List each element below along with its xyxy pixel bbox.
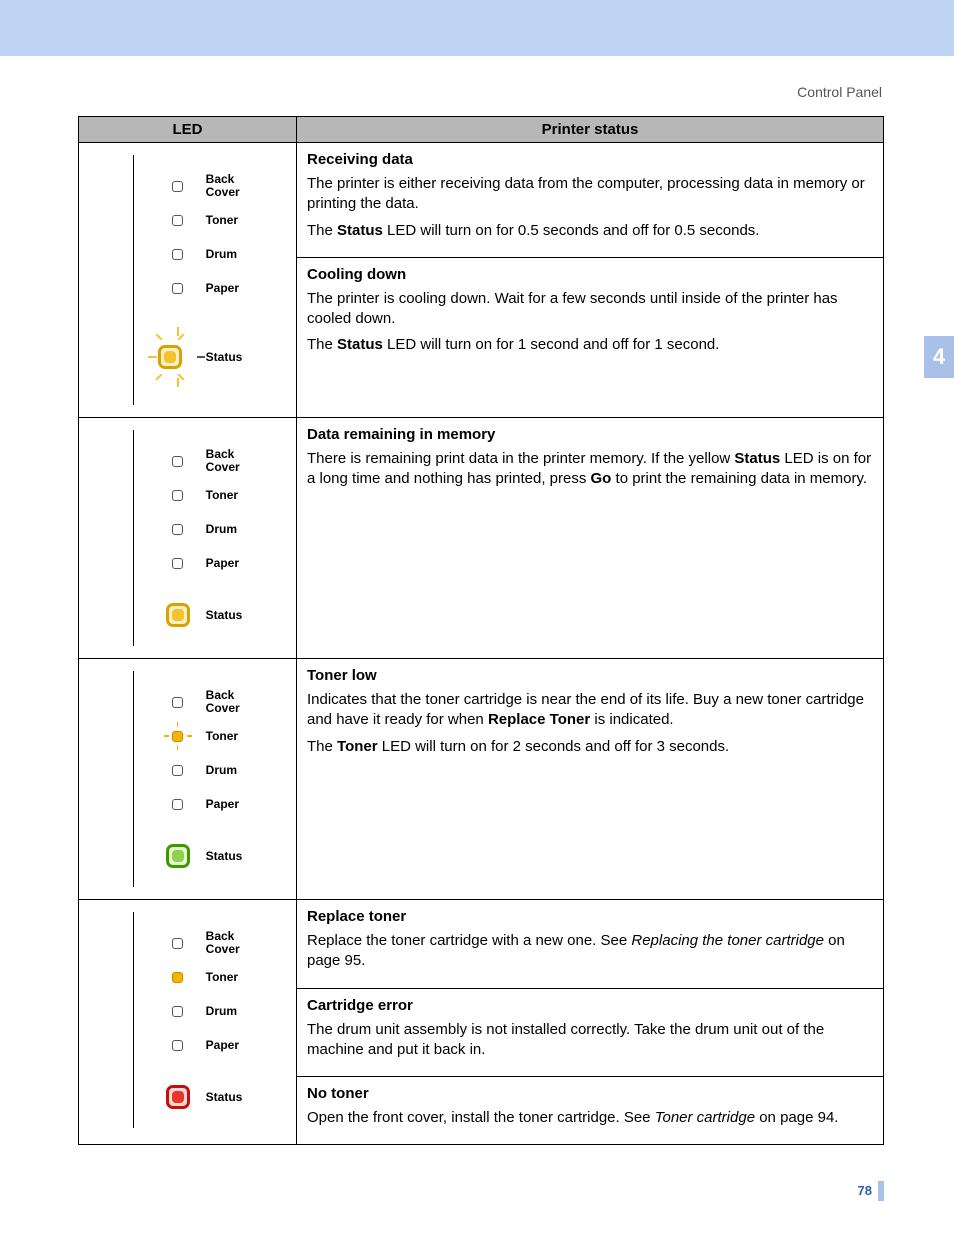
label-drum: Drum — [206, 1005, 237, 1018]
status-led-icon — [158, 345, 182, 369]
led-off-icon — [172, 799, 183, 810]
led-cell: BackCover Toner Drum Paper Status — [79, 418, 297, 659]
led-off-icon — [172, 490, 183, 501]
status-title: Data remaining in memory — [307, 426, 873, 443]
status-section: No toner Open the front cover, install t… — [297, 1076, 883, 1144]
label-status: Status — [206, 351, 243, 364]
led-off-icon — [172, 456, 183, 467]
led-panel: BackCover Toner Drum Paper Status — [133, 671, 243, 887]
label-back-cover: BackCover — [206, 930, 240, 955]
status-led-icon — [166, 844, 190, 868]
status-section: Cooling down The printer is cooling down… — [297, 257, 883, 372]
header-printer-status: Printer status — [297, 117, 884, 143]
status-cell: Data remaining in memory There is remain… — [297, 418, 884, 659]
label-toner: Toner — [206, 971, 238, 984]
status-title: Receiving data — [307, 151, 873, 168]
footer: 78 — [0, 1181, 884, 1201]
top-band — [0, 0, 954, 56]
label-paper: Paper — [206, 798, 239, 811]
status-section: Cartridge error The drum unit assembly i… — [297, 988, 883, 1077]
status-led-icon — [166, 1085, 190, 1109]
led-cell: BackCover Toner Drum Paper Status — [79, 659, 297, 900]
label-drum: Drum — [206, 523, 237, 536]
led-panel: BackCover Toner Drum Paper Status — [133, 155, 243, 405]
label-back-cover: BackCover — [206, 689, 240, 714]
led-on-icon — [172, 972, 183, 983]
status-title: Cartridge error — [307, 997, 873, 1014]
chapter-tab: 4 — [924, 336, 954, 378]
led-off-icon — [172, 938, 183, 949]
status-cell: Toner low Indicates that the toner cartr… — [297, 659, 884, 900]
table-row: BackCover Toner Drum Paper Status Data r… — [79, 418, 884, 659]
status-body: The drum unit assembly is not installed … — [307, 1020, 873, 1061]
status-cell: Replace toner Replace the toner cartridg… — [297, 900, 884, 1145]
led-status-table: LED Printer status BackCover Toner Drum … — [78, 116, 884, 1145]
status-section: Replace toner Replace the toner cartridg… — [297, 900, 883, 988]
led-off-icon — [172, 249, 183, 260]
led-cell: BackCover Toner Drum Paper Status — [79, 900, 297, 1145]
status-title: Replace toner — [307, 908, 873, 925]
status-section: Receiving data The printer is either rec… — [297, 143, 883, 257]
label-paper: Paper — [206, 557, 239, 570]
led-off-icon — [172, 558, 183, 569]
led-panel: BackCover Toner Drum Paper Status — [133, 912, 243, 1128]
led-off-icon — [172, 765, 183, 776]
led-off-icon — [172, 1040, 183, 1051]
led-off-icon — [172, 697, 183, 708]
led-panel: BackCover Toner Drum Paper Status — [133, 430, 243, 646]
page-content: LED Printer status BackCover Toner Drum … — [78, 116, 884, 1145]
status-body: Indicates that the toner cartridge is ne… — [307, 690, 873, 757]
led-off-icon — [172, 181, 183, 192]
status-body: Open the front cover, install the toner … — [307, 1108, 873, 1128]
page-number: 78 — [858, 1181, 884, 1201]
status-cell: Receiving data The printer is either rec… — [297, 143, 884, 418]
led-off-icon — [172, 524, 183, 535]
status-title: Toner low — [307, 667, 873, 684]
status-title: Cooling down — [307, 266, 873, 283]
led-off-icon — [172, 1006, 183, 1017]
label-paper: Paper — [206, 1039, 239, 1052]
label-back-cover: BackCover — [206, 173, 240, 198]
label-status: Status — [206, 609, 243, 622]
label-drum: Drum — [206, 248, 237, 261]
label-toner: Toner — [206, 730, 238, 743]
label-status: Status — [206, 1091, 243, 1104]
led-off-icon — [172, 215, 183, 226]
header-led: LED — [79, 117, 297, 143]
led-off-icon — [172, 283, 183, 294]
led-blink-icon — [166, 724, 190, 748]
led-cell: BackCover Toner Drum Paper Status — [79, 143, 297, 418]
status-led-icon — [166, 603, 190, 627]
label-drum: Drum — [206, 764, 237, 777]
label-toner: Toner — [206, 214, 238, 227]
table-row: BackCover Toner Drum Paper Status Replac… — [79, 900, 884, 1145]
status-body: The printer is either receiving data fro… — [307, 174, 873, 241]
status-section: Toner low Indicates that the toner cartr… — [297, 659, 883, 773]
table-row: BackCover Toner Drum Paper Status Receiv… — [79, 143, 884, 418]
label-status: Status — [206, 850, 243, 863]
status-body: The printer is cooling down. Wait for a … — [307, 289, 873, 356]
label-toner: Toner — [206, 489, 238, 502]
status-body: There is remaining print data in the pri… — [307, 449, 873, 490]
status-title: No toner — [307, 1085, 873, 1102]
status-section: Data remaining in memory There is remain… — [297, 418, 883, 506]
status-body: Replace the toner cartridge with a new o… — [307, 931, 873, 972]
status-led-blink-icon — [148, 327, 192, 387]
label-back-cover: BackCover — [206, 448, 240, 473]
table-row: BackCover Toner Drum Paper Status Toner … — [79, 659, 884, 900]
breadcrumb: Control Panel — [0, 56, 954, 100]
label-paper: Paper — [206, 282, 239, 295]
